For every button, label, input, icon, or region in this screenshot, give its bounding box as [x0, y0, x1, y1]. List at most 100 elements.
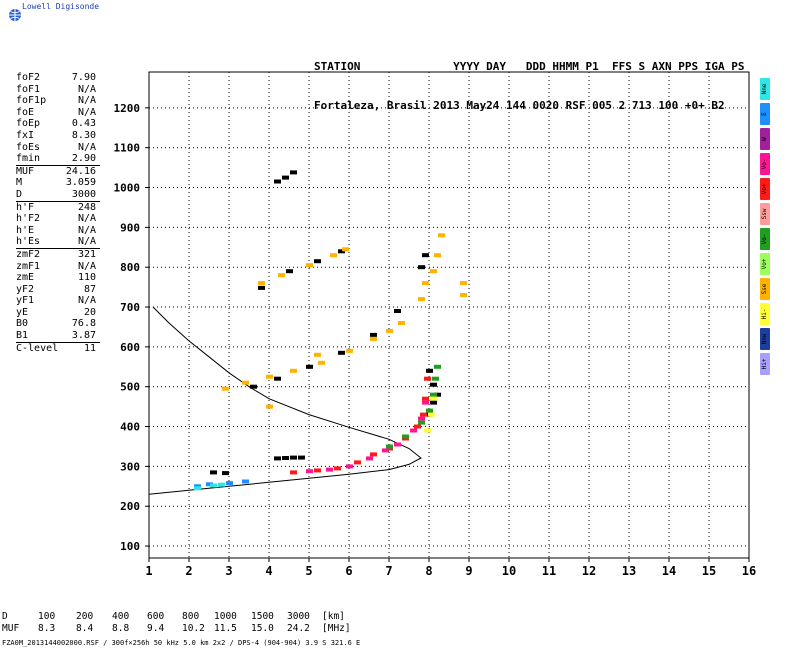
muf-cell: 8.4: [76, 623, 94, 634]
muf-cell: 600: [147, 611, 165, 622]
param-value: 7.90: [71, 72, 96, 83]
echo-point: [206, 482, 213, 487]
legend-label: Vo+: [761, 183, 768, 195]
legend-swatch: Sse: [760, 278, 770, 300]
param-value: 3.87: [71, 330, 96, 342]
param-key: zmF1: [16, 260, 41, 272]
echo-point: [266, 404, 273, 409]
muf-cell: 8.8: [112, 623, 130, 634]
brand-name: Lowell Digisonde: [22, 2, 100, 11]
x-tick-label: 11: [542, 564, 556, 578]
echo-point: [420, 412, 427, 417]
echo-point: [370, 452, 377, 457]
echo-point: [250, 384, 257, 389]
muf-cell: 15.0: [251, 623, 274, 634]
y-tick-label: 600: [120, 341, 140, 354]
param-value: N/A: [77, 95, 96, 107]
muf-cell: 100: [38, 611, 56, 622]
echo-point: [226, 481, 233, 486]
param-value: 321: [77, 248, 96, 260]
legend-label: Vo-: [761, 158, 768, 170]
param-key: fmin: [16, 153, 41, 165]
legend-label: Nne: [761, 83, 768, 95]
legend-label: Nnw: [761, 333, 768, 345]
param-row: M 3.059: [0, 177, 104, 189]
echo-point: [386, 328, 393, 333]
echo-point: [290, 170, 297, 175]
legend-label: Sse: [761, 283, 768, 295]
muf-cell: 400: [112, 611, 130, 622]
echo-point: [460, 293, 467, 298]
param-row: B1 3.87: [0, 330, 104, 342]
param-key: zmE: [16, 272, 35, 284]
muf-cell: 24.2: [287, 623, 310, 634]
file-footer: FZA0M_2013144002000.RSF / 300f×256h 50 k…: [2, 639, 361, 647]
x-tick-label: 10: [502, 564, 516, 578]
x-tick-label: 15: [702, 564, 716, 578]
param-key: foF2: [16, 72, 41, 83]
y-tick-label: 1100: [114, 142, 141, 155]
echo-point: [338, 350, 345, 355]
param-key: foF1p: [16, 95, 47, 107]
echo-point: [422, 396, 429, 401]
echo-point: [314, 259, 321, 264]
muf-row-label: D: [2, 611, 8, 622]
param-key: D: [16, 188, 23, 200]
echo-point: [386, 444, 393, 449]
param-row: foEs N/A: [0, 142, 104, 154]
param-row: yF2 87: [0, 284, 104, 296]
param-key: foEp: [16, 118, 41, 130]
muf-cell: 1000: [214, 611, 237, 622]
param-row: foE N/A: [0, 107, 104, 119]
x-tick-label: 6: [345, 564, 352, 578]
echo-point: [346, 464, 353, 469]
param-value: N/A: [77, 141, 96, 153]
legend-swatch: Hi+: [760, 353, 770, 375]
y-tick-label: 500: [120, 381, 140, 394]
echo-point: [418, 265, 425, 270]
muf-cell: 11.5: [214, 623, 237, 634]
param-key: foEs: [16, 141, 41, 153]
echo-point: [432, 376, 439, 381]
echo-point: [290, 470, 297, 475]
param-key: h'F2: [16, 213, 41, 225]
param-value: N/A: [77, 213, 96, 225]
param-row: yF1 N/A: [0, 295, 104, 307]
param-value: N/A: [77, 106, 96, 118]
echo-point: [418, 416, 425, 421]
echo-point: [422, 400, 429, 405]
echo-point: [426, 408, 433, 413]
param-key: foE: [16, 106, 35, 118]
echo-point: [222, 471, 229, 476]
echo-point: [418, 420, 425, 425]
param-row: zmF2 321: [0, 249, 104, 261]
echo-point: [422, 253, 429, 258]
x-tick-label: 4: [265, 564, 272, 578]
param-key: B0: [16, 318, 29, 330]
param-row: foF1p N/A: [0, 95, 104, 107]
echo-point: [430, 269, 437, 274]
scaled-parameters-panel: foF2 7.90 foF1 N/A foF1p N/A foE N/A foEp 0.43 fxI…: [0, 72, 104, 354]
echo-point: [366, 456, 373, 461]
echo-point: [210, 483, 217, 488]
echo-point: [334, 466, 341, 471]
echo-point: [306, 364, 313, 369]
echo-point: [342, 247, 349, 252]
echo-point: [338, 249, 345, 254]
param-key: M: [16, 177, 23, 189]
echo-point: [290, 455, 297, 460]
muf-cell: 200: [76, 611, 94, 622]
x-tick-label: 3: [225, 564, 232, 578]
legend-swatch: Vo-: [760, 228, 770, 250]
echo-point: [394, 309, 401, 313]
x-tick-label: 1: [145, 564, 152, 578]
legend-swatch: Nne: [760, 78, 770, 100]
echo-point: [242, 380, 249, 385]
legend-label: E: [761, 112, 768, 116]
x-tick-label: 14: [662, 564, 676, 578]
muf-cell: 9.4: [147, 623, 165, 634]
param-key: B1: [16, 330, 29, 342]
echo-point: [428, 412, 435, 417]
legend-label: W: [761, 137, 768, 141]
echo-point: [306, 469, 313, 474]
